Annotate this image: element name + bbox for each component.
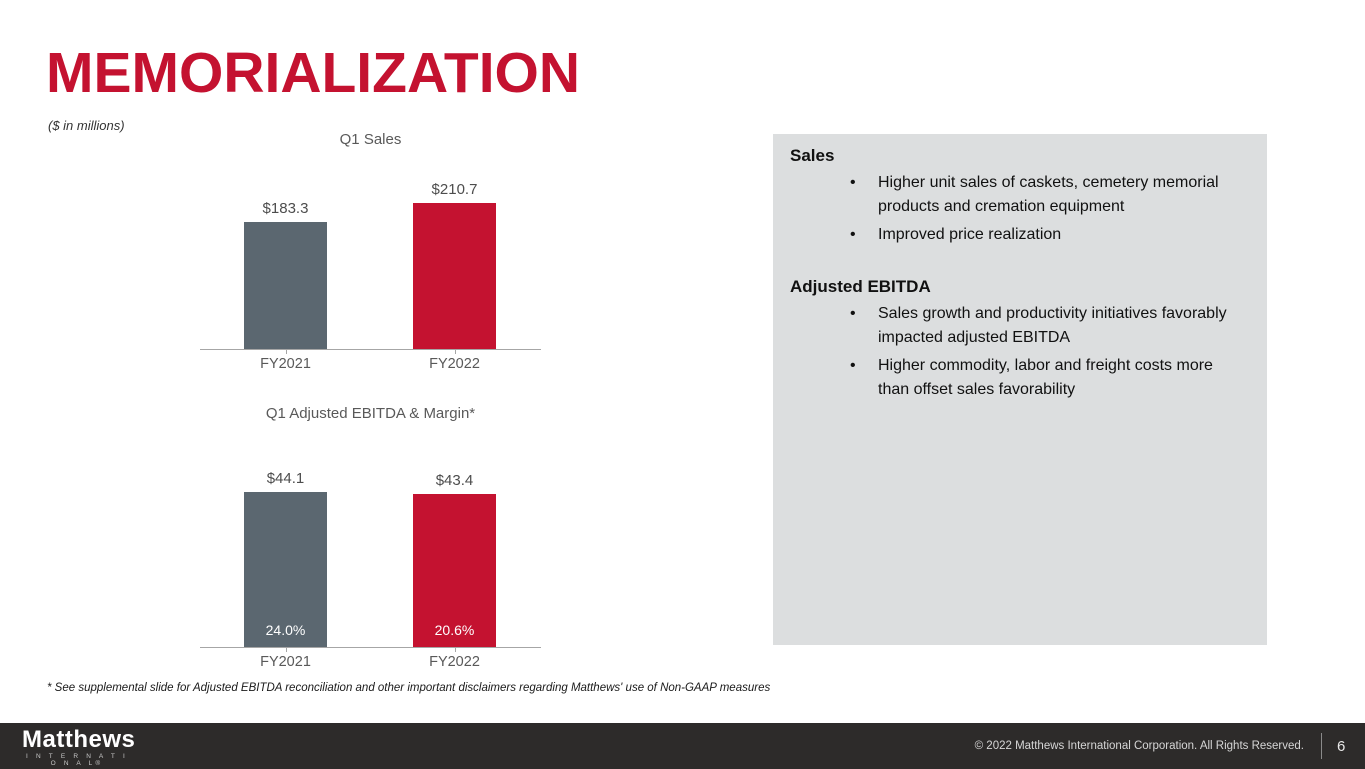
panel-heading: Sales	[790, 146, 835, 165]
bullet-text: Improved price realization	[878, 226, 1062, 243]
bullet-item: • Higher unit sales of caskets, cemetery …	[790, 171, 1247, 219]
margin-label: 24.0%	[265, 622, 306, 638]
bar-value-label: $183.3	[262, 200, 309, 217]
category-label: FY2021	[260, 356, 311, 372]
bullet-text: Higher commodity, labor and freight cost…	[878, 357, 1213, 398]
axis-tick	[286, 349, 287, 354]
bar-value-label: $43.4	[435, 472, 474, 489]
q1-sales-chart-title: Q1 Sales	[339, 131, 402, 148]
q1-ebitda-chart: Q1 Adjusted EBITDA & Margin* 24.0% $44.1 F…	[200, 405, 541, 685]
slide-title: MEMORIALIZATION	[46, 41, 581, 105]
bar-fy2022: 20.6%	[413, 494, 496, 647]
bullet-icon: •	[850, 305, 856, 322]
matthews-logo: Matthews I N T E R N A T I O N A L®	[22, 726, 136, 768]
category-label: FY2022	[429, 654, 480, 670]
panel-section: Sales • Higher unit sales of caskets, ceme…	[790, 146, 1247, 247]
q1-ebitda-chart-plot: 24.0% $44.1 FY2021 20.6% $43.4 FY2022	[200, 463, 541, 670]
logo-tagline: I N T E R N A T I O N A L®	[26, 753, 128, 767]
axis-tick	[286, 647, 287, 652]
bullet-icon: •	[850, 226, 856, 243]
bullet-item: • Higher commodity, labor and freight cos…	[790, 354, 1247, 402]
margin-label: 20.6%	[434, 622, 475, 638]
panel-section: Adjusted EBITDA • Sales growth and product…	[790, 277, 1247, 402]
bullet-icon: •	[850, 174, 856, 191]
bullet-text: Higher unit sales of caskets, cemetery m…	[878, 174, 1219, 215]
page-number: 6	[1337, 737, 1346, 755]
bullet-item: • Improved price realization	[790, 223, 1247, 247]
bar-value-label: $210.7	[431, 181, 478, 198]
copyright-text: © 2022 Matthews International Corporatio…	[974, 740, 1304, 752]
bullet-item: • Sales growth and productivity initiativ…	[790, 302, 1247, 350]
logo-wordmark: Matthews	[22, 726, 136, 753]
category-label: FY2021	[260, 654, 311, 670]
units-note: ($ in millions)	[48, 118, 125, 133]
panel-heading: Adjusted EBITDA	[790, 277, 931, 296]
axis-tick	[455, 349, 456, 354]
bullet-text: Sales growth and productivity initiative…	[878, 305, 1227, 346]
q1-ebitda-chart-title: Q1 Adjusted EBITDA & Margin*	[265, 405, 476, 422]
bar-fy2021	[244, 222, 327, 349]
axis-tick	[455, 647, 456, 652]
commentary-panel: Sales • Higher unit sales of caskets, ceme…	[773, 134, 1267, 645]
footer-bar: Matthews I N T E R N A T I O N A L® © 20…	[0, 723, 1365, 769]
footnote: * See supplemental slide for Adjusted EB…	[47, 682, 771, 694]
bar-fy2022	[413, 203, 496, 349]
footer-divider	[1321, 733, 1322, 759]
footer-right: © 2022 Matthews International Corporatio…	[975, 723, 1365, 769]
category-label: FY2022	[429, 356, 480, 372]
bar-value-label: $44.1	[266, 470, 305, 487]
q1-sales-chart-plot: $183.3 FY2021 $210.7 FY2022	[200, 180, 541, 372]
q1-sales-chart: Q1 Sales $183.3 FY2021 $210.7 FY2022	[200, 131, 541, 391]
bullet-icon: •	[850, 357, 856, 374]
bar-fy2021: 24.0%	[244, 492, 327, 647]
